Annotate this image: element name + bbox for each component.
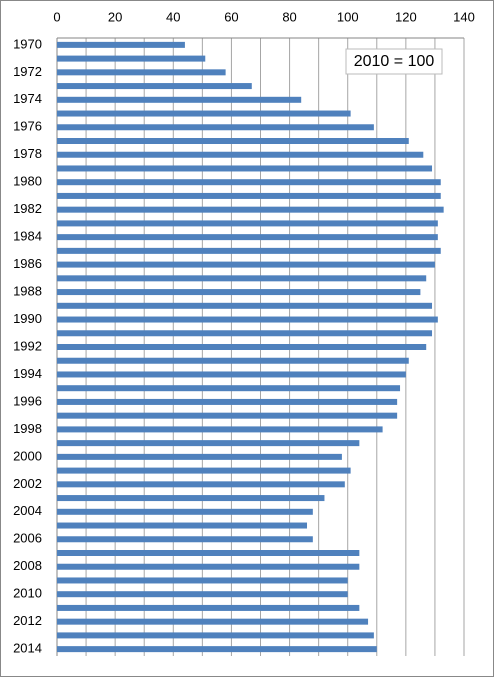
x-tick-label: 120: [395, 9, 417, 24]
bar: [57, 604, 360, 611]
bar: [57, 412, 398, 419]
y-tick-label: 1982: [13, 201, 42, 216]
bar: [57, 398, 398, 405]
y-tick-label: 2008: [13, 558, 42, 573]
bar: [57, 220, 438, 227]
bar: [57, 563, 360, 570]
bar: [57, 371, 406, 378]
y-tick-label: 1996: [13, 393, 42, 408]
bar: [57, 536, 313, 543]
y-tick-label: 1972: [13, 64, 42, 79]
y-tick-label: 1978: [13, 146, 42, 161]
bar: [57, 69, 226, 76]
bar: [57, 124, 374, 131]
bar: [57, 618, 369, 625]
bar: [57, 247, 441, 254]
y-tick-label: 2010: [13, 586, 42, 601]
bar: [57, 330, 433, 337]
bar: [57, 165, 433, 172]
x-tick-label: 140: [453, 9, 475, 24]
bar: [57, 234, 438, 241]
bar: [57, 206, 444, 213]
bar: [57, 192, 441, 199]
bar: [57, 440, 360, 447]
bar: [57, 302, 433, 309]
bar: [57, 96, 302, 103]
bar: [57, 179, 441, 186]
bar: [57, 385, 401, 392]
bar: [57, 632, 374, 639]
bar: [57, 316, 438, 323]
bar: [57, 522, 308, 529]
y-tick-label: 1990: [13, 311, 42, 326]
y-tick-label: 2014: [13, 641, 42, 656]
x-tick-label: 40: [166, 9, 180, 24]
bar: [57, 591, 348, 598]
bar: [57, 467, 351, 474]
y-tick-label: 2004: [13, 503, 42, 518]
y-tick-label: 1992: [13, 338, 42, 353]
bar: [57, 289, 421, 296]
y-tick-label: 1976: [13, 119, 42, 134]
bar: [57, 55, 206, 62]
annotation: 2010 = 100: [354, 53, 435, 70]
x-tick-label: 60: [224, 9, 238, 24]
y-tick-label: 1974: [13, 91, 42, 106]
y-tick-label: 1984: [13, 229, 42, 244]
bar: [57, 508, 313, 515]
y-tick-label: 2002: [13, 476, 42, 491]
bar: [57, 577, 348, 584]
annotation-box: [345, 48, 443, 75]
y-tick-label: 1970: [13, 36, 42, 51]
x-tick-label: 80: [282, 9, 296, 24]
y-tick-label: 1980: [13, 174, 42, 189]
y-tick-label: 2006: [13, 531, 42, 546]
x-tick-label: 20: [108, 9, 122, 24]
bar: [57, 550, 360, 556]
bar: [57, 646, 377, 653]
bar: [57, 151, 424, 158]
bar: [57, 261, 435, 268]
y-tick-label: 1986: [13, 256, 42, 271]
bar: [57, 83, 252, 90]
bar: [57, 138, 409, 144]
bar: [57, 481, 345, 488]
y-tick-label: 2012: [13, 613, 42, 628]
x-tick-label: 0: [53, 9, 60, 24]
bar: [57, 344, 427, 350]
y-tick-label: 1988: [13, 284, 42, 299]
x-tick-label: 100: [337, 9, 359, 24]
bar: [57, 41, 185, 48]
bar: [57, 426, 383, 433]
bar: [57, 110, 351, 117]
bar: [57, 453, 342, 460]
y-tick-label: 1994: [13, 366, 42, 381]
bar: [57, 495, 325, 502]
bar: [57, 357, 409, 364]
bar: [57, 275, 427, 282]
y-tick-label: 1998: [13, 421, 42, 436]
y-tick-label: 2000: [13, 448, 42, 463]
